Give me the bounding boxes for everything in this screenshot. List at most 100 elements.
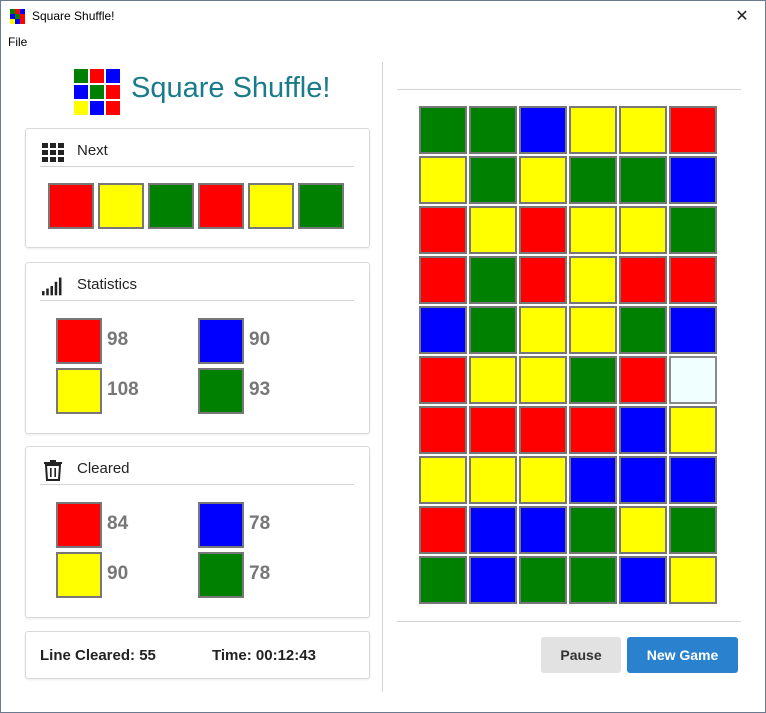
logo-square [106,69,120,83]
logo-square [106,101,120,115]
board-cell[interactable] [519,456,567,504]
board-cell[interactable] [419,256,467,304]
menu-file[interactable]: File [8,35,28,49]
board-cell[interactable] [669,106,717,154]
board-cell[interactable] [569,256,617,304]
board-cell[interactable] [619,256,667,304]
board-cell[interactable] [619,106,667,154]
board-cell[interactable] [569,356,617,404]
logo-square [74,101,88,115]
board-cell[interactable] [519,406,567,454]
logo-square [90,85,104,99]
board-cell[interactable] [469,406,517,454]
logo-square [90,101,104,115]
board-cell[interactable] [419,356,467,404]
board-cell[interactable] [669,156,717,204]
statistics-swatch [198,368,244,414]
cleared-swatch [198,552,244,598]
logo-square [15,9,20,14]
board-cell[interactable] [519,206,567,254]
board-cell[interactable] [469,256,517,304]
board-cell[interactable] [669,306,717,354]
cleared-title: Cleared [77,460,130,477]
statistics-count: 98 [107,329,129,350]
board-cell[interactable] [619,406,667,454]
board-bottom-divider [397,621,741,622]
statistics-title: Statistics [77,276,138,293]
cleared-swatch [56,502,102,548]
logo-square [15,19,20,24]
board-cell[interactable] [669,256,717,304]
new-game-button[interactable]: New Game [627,637,738,673]
app-icon [10,9,25,24]
app-title: Square Shuffle! [131,72,331,104]
board-cell[interactable] [469,556,517,604]
board-cell[interactable] [469,206,517,254]
cleared-swatch [198,502,244,548]
board-cell[interactable] [619,356,667,404]
board-cell[interactable] [619,306,667,354]
board-cell[interactable] [469,356,517,404]
lines-cleared-label: Line Cleared: 55 [40,647,156,664]
next-piece [148,183,194,229]
board-cell[interactable] [419,556,467,604]
board-cell[interactable] [569,206,617,254]
board-cell[interactable] [519,106,567,154]
board-cell[interactable] [519,156,567,204]
board-cell[interactable] [419,206,467,254]
logo-square [74,69,88,83]
logo-square [15,14,20,19]
board-cell[interactable] [419,456,467,504]
board-cell[interactable] [419,306,467,354]
board-cell[interactable] [669,506,717,554]
board-top-divider [397,89,741,90]
app-logo [74,69,120,115]
board-cell[interactable] [569,156,617,204]
board-cell[interactable] [619,506,667,554]
board-cell[interactable] [669,206,717,254]
title-bar: Square Shuffle! ✕ [1,1,765,31]
board-cell[interactable] [669,356,717,404]
board-cell[interactable] [569,406,617,454]
next-title: Next [77,142,108,159]
statistics-swatch [56,368,102,414]
logo-square [10,19,15,24]
board-cell[interactable] [569,506,617,554]
board-cell[interactable] [519,256,567,304]
statistics-count: 108 [107,379,139,400]
board-cell[interactable] [469,306,517,354]
board-cell[interactable] [469,106,517,154]
next-piece [248,183,294,229]
close-button[interactable]: ✕ [719,1,765,31]
close-icon: ✕ [735,8,749,25]
board-cell[interactable] [619,556,667,604]
board-cell[interactable] [569,456,617,504]
statistics-count: 93 [249,379,271,400]
board-cell[interactable] [569,306,617,354]
board-cell[interactable] [619,156,667,204]
trash-icon [44,460,62,481]
board-cell[interactable] [519,556,567,604]
board-cell[interactable] [519,506,567,554]
board-cell[interactable] [419,156,467,204]
next-piece [98,183,144,229]
pause-button[interactable]: Pause [541,637,621,673]
statistics-panel: Statistics 98 90 108 93 [25,262,370,434]
board-cell[interactable] [419,406,467,454]
board-cell[interactable] [469,506,517,554]
board-cell[interactable] [669,456,717,504]
board-cell[interactable] [569,106,617,154]
board-cell[interactable] [519,356,567,404]
statistics-swatch [198,318,244,364]
board-cell[interactable] [669,406,717,454]
board-cell[interactable] [519,306,567,354]
board-cell[interactable] [569,556,617,604]
board-cell[interactable] [619,206,667,254]
board-cell[interactable] [419,106,467,154]
logo-square [106,85,120,99]
board-cell[interactable] [669,556,717,604]
board-cell[interactable] [419,506,467,554]
board-cell[interactable] [469,156,517,204]
board-cell[interactable] [469,456,517,504]
board-cell[interactable] [619,456,667,504]
